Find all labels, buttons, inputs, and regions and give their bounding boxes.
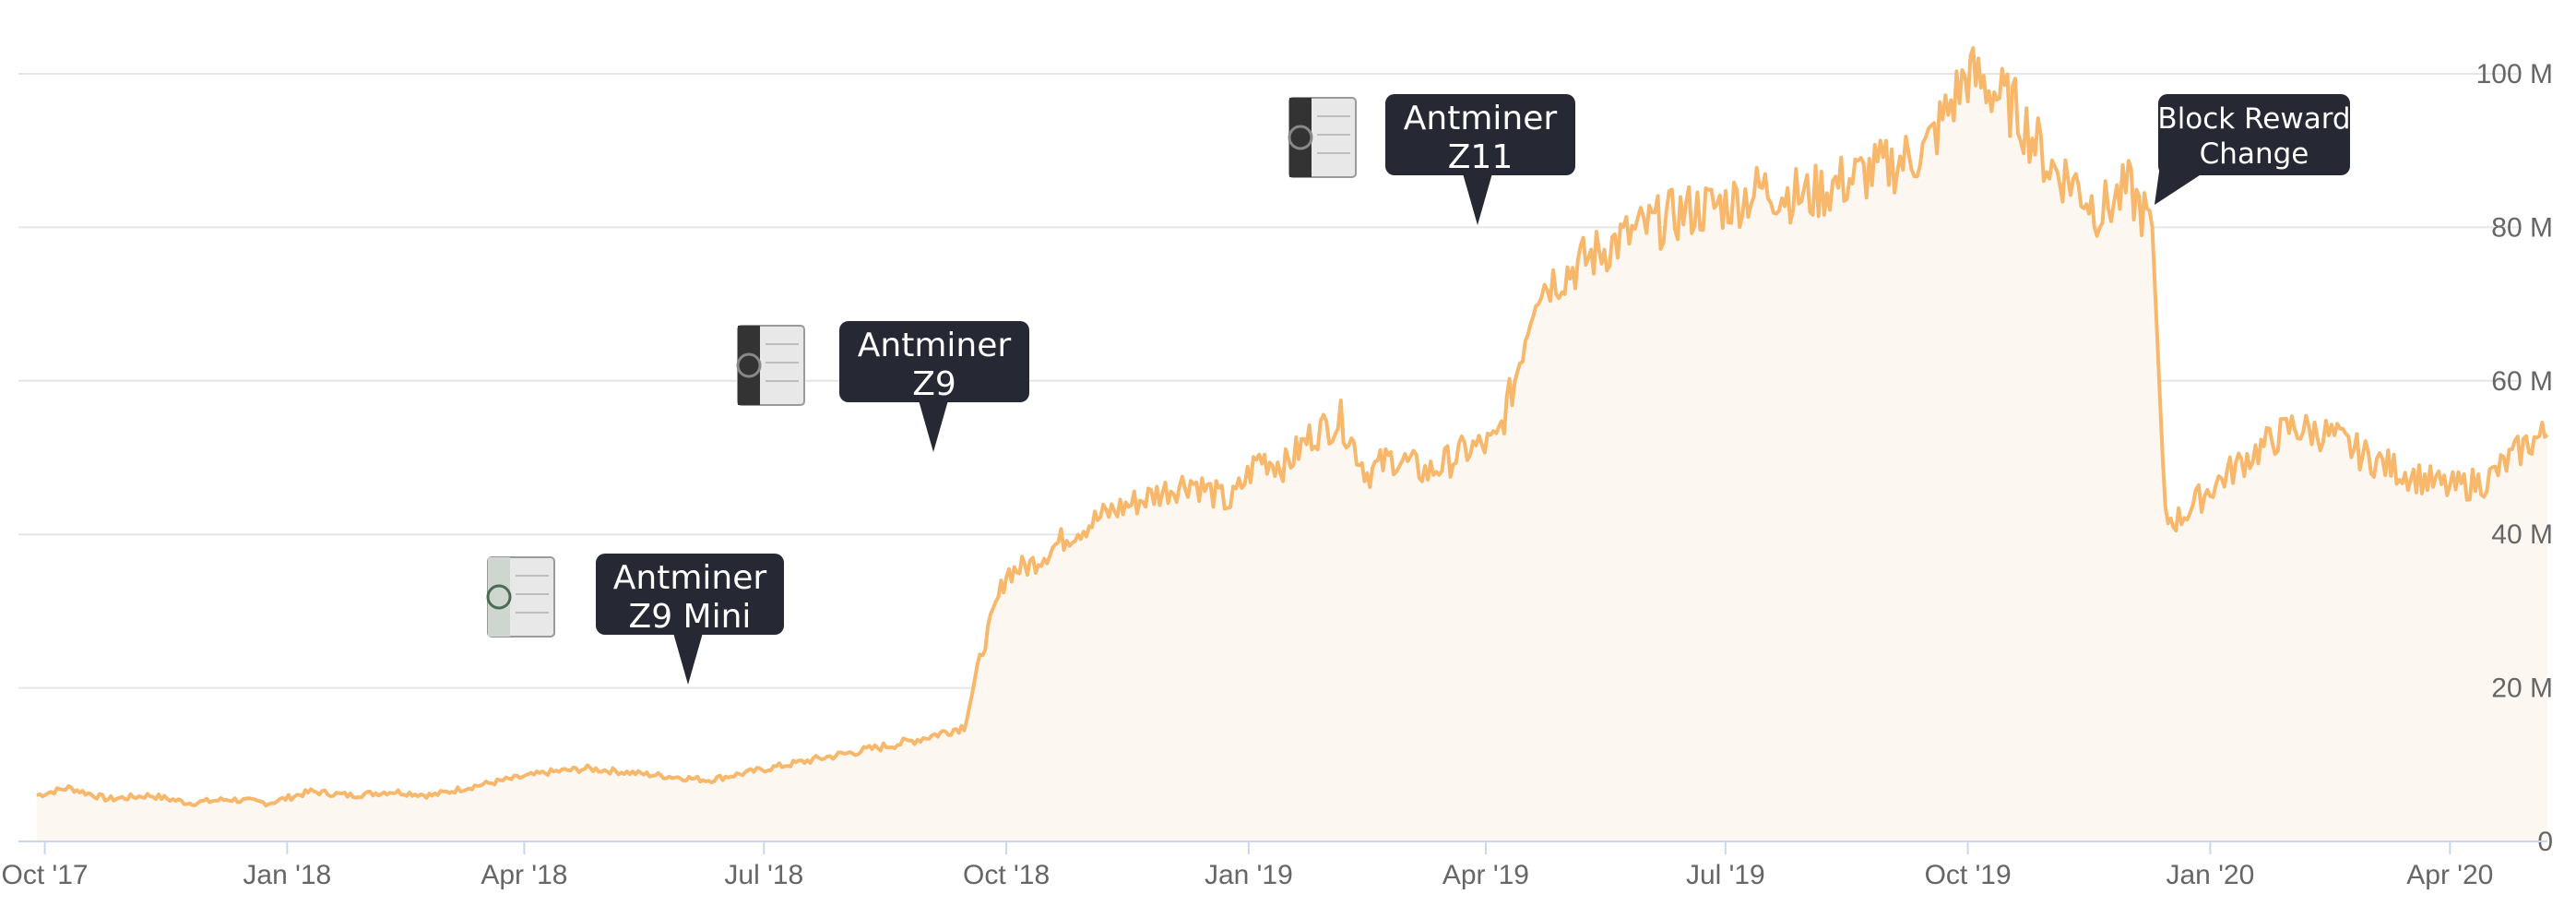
callout-label: Antminer [1404, 100, 1558, 137]
x-tick-label: Jul '18 [724, 860, 803, 890]
miner-fan [736, 352, 762, 378]
callout-box [596, 554, 784, 635]
miner-fan [486, 584, 512, 610]
miner-fan [1288, 125, 1313, 150]
series-line [36, 46, 2549, 808]
x-tick-label: Apr '20 [2406, 860, 2493, 890]
callout-label: Antminer [858, 327, 1012, 364]
callout-label: Change [2200, 137, 2309, 171]
callout-label: Z11 [1448, 138, 1513, 176]
callout-label: Z9 [912, 365, 956, 403]
y-tick-label: 80 M [2491, 212, 2553, 243]
miner-fan-panel [488, 557, 510, 637]
callout-label: Z9 Mini [629, 598, 752, 636]
miner-fan-panel [738, 326, 760, 405]
x-tick-label: Oct '18 [963, 860, 1050, 890]
callout-pointer [1463, 173, 1492, 225]
y-tick-label: 100 M [2476, 59, 2553, 89]
x-tick-label: Jan '18 [243, 860, 331, 890]
callout-box [2158, 94, 2350, 175]
miner-fan-panel [1289, 98, 1312, 177]
antminer-z9-mini-image [486, 556, 555, 638]
x-tick-label: Oct '19 [1925, 860, 2012, 890]
antminer-z11-image [1288, 97, 1357, 178]
x-tick-label: Jan '20 [2166, 860, 2254, 890]
x-tick-label: Jan '19 [1205, 860, 1293, 890]
callout-box [1385, 94, 1575, 175]
x-tick-label: Apr '18 [481, 860, 567, 890]
series-area-layer [36, 46, 2549, 841]
callout-pointer [673, 633, 703, 685]
callout-label: Antminer [613, 559, 767, 597]
series-area-fill [37, 48, 2547, 841]
callout-pointer [919, 400, 948, 452]
y-tick-label: 20 M [2491, 674, 2553, 704]
x-tick-label: Apr '19 [1442, 860, 1529, 890]
x-tick-label: Oct '17 [2, 860, 89, 890]
y-tick-label: 60 M [2491, 366, 2553, 397]
x-tick-label: Jul '19 [1686, 860, 1765, 890]
callout-box [839, 321, 1029, 402]
y-tick-label: 40 M [2491, 519, 2553, 550]
antminer-z9-image [736, 325, 805, 406]
callout-label: Block Reward [2157, 102, 2350, 136]
